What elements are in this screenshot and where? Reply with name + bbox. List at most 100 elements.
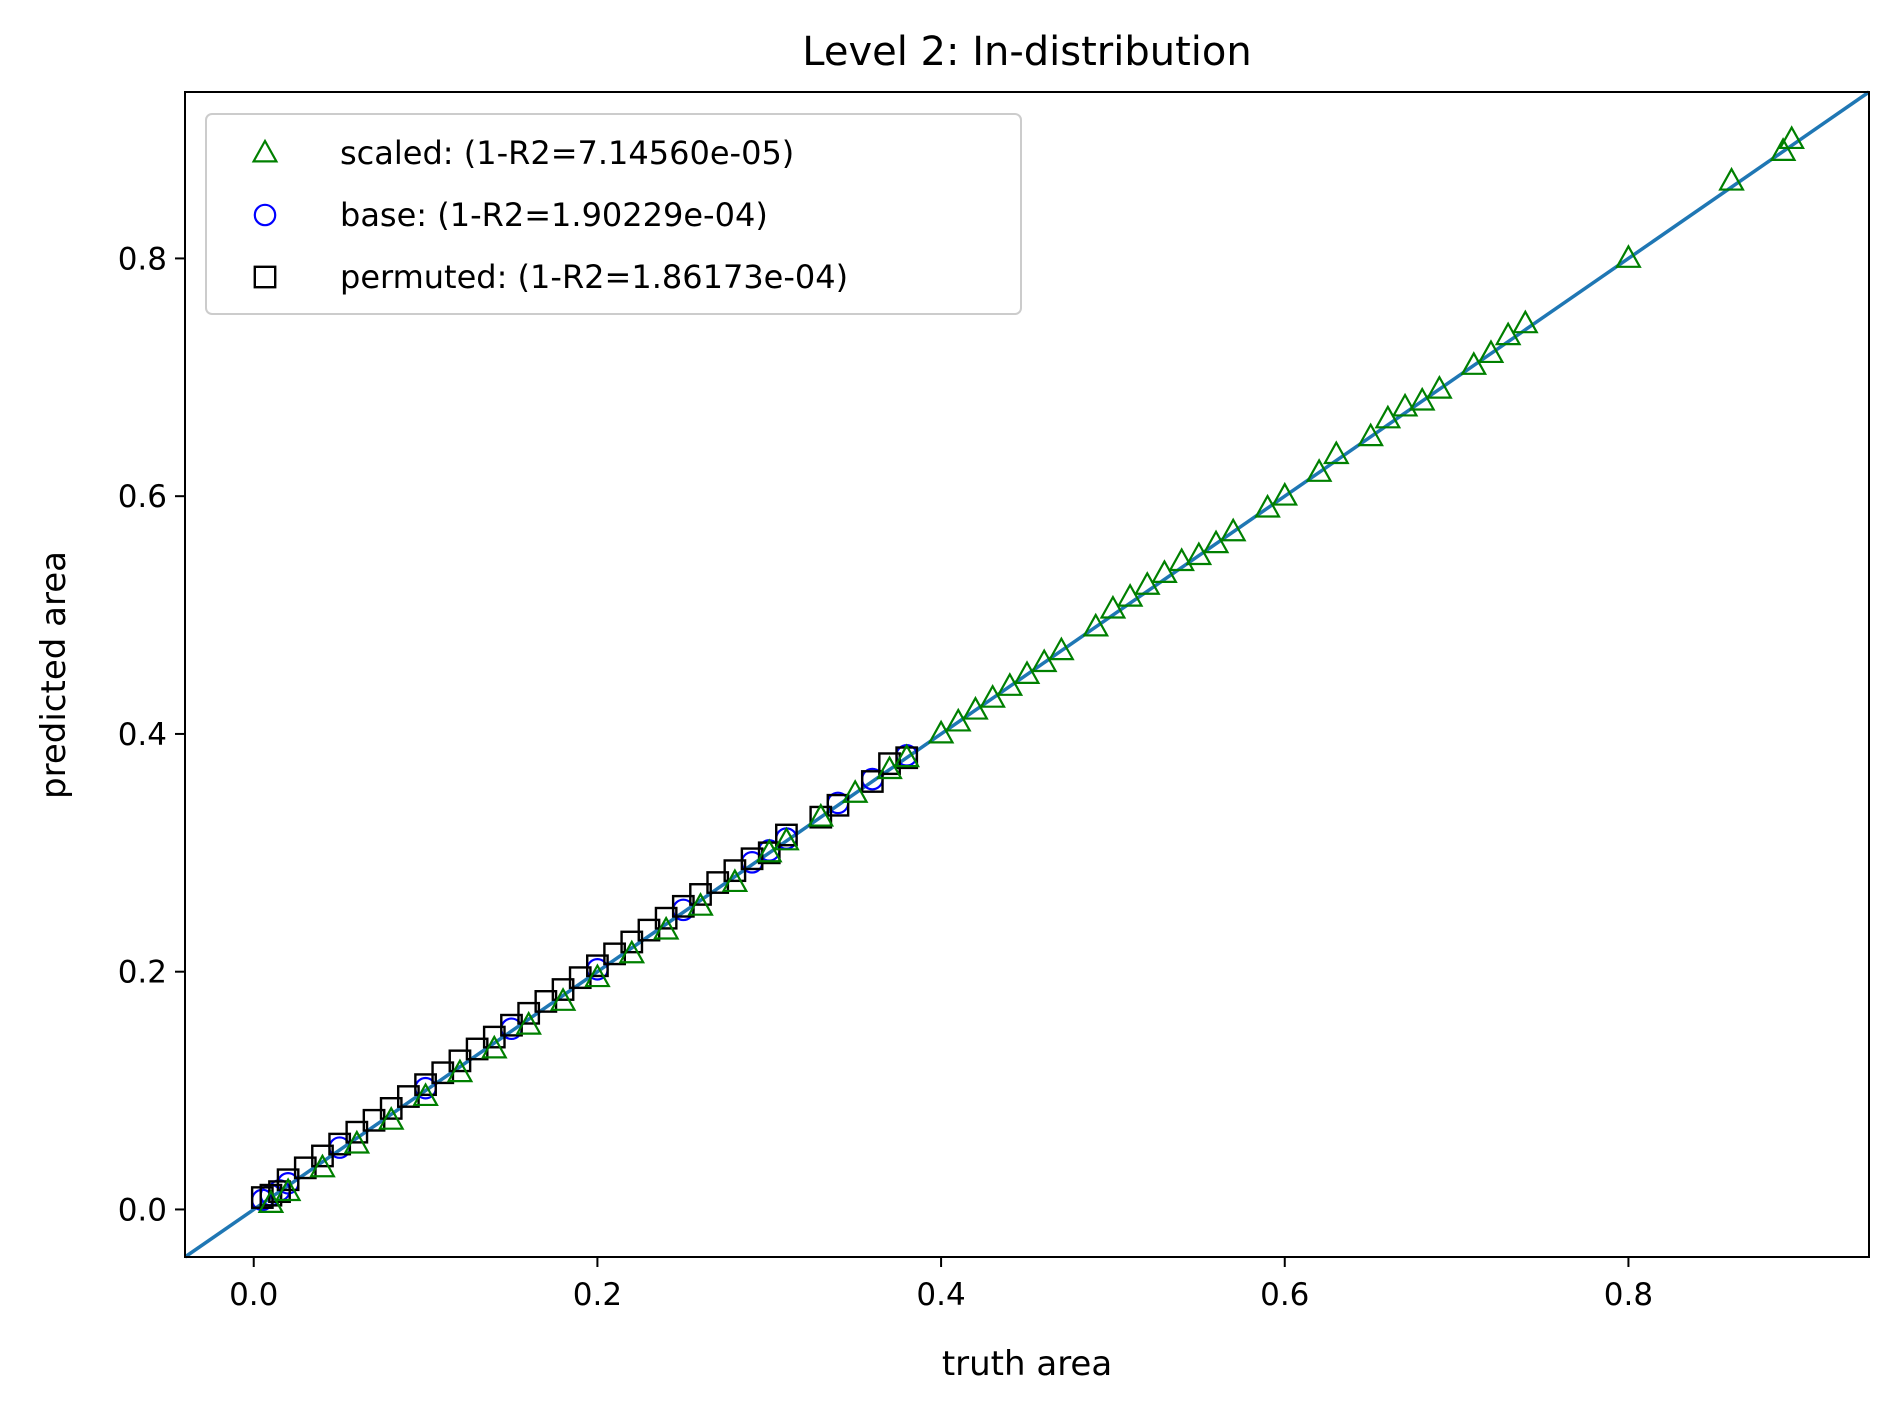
data-point-triangle — [687, 892, 714, 916]
data-point-square — [414, 1073, 437, 1097]
data-point-triangle — [876, 755, 903, 780]
data-point-triangle — [1718, 166, 1745, 191]
data-point-square — [482, 1025, 506, 1049]
legend-label: permuted: (1-R2=1.86173e-04) — [340, 258, 848, 296]
x-axis-label: truth area — [942, 1344, 1112, 1384]
data-point-triangle — [1494, 321, 1522, 346]
data-point-square — [379, 1097, 403, 1120]
data-point-triangle — [1168, 547, 1195, 572]
data-point-triangle — [515, 1010, 542, 1035]
data-point-square — [517, 1001, 541, 1025]
data-point-square — [740, 847, 764, 871]
data-point-square — [345, 1120, 369, 1144]
data-point-square — [775, 823, 798, 847]
data-point-square — [311, 1144, 334, 1168]
legend-item: permuted: (1-R2=1.86173e-04) — [253, 258, 848, 296]
data-point-triangle — [1202, 529, 1230, 554]
data-point-triangle — [1030, 648, 1058, 673]
legend-marker-square — [253, 265, 277, 289]
data-point-triangle — [412, 1082, 439, 1107]
data-point-triangle — [446, 1058, 474, 1083]
data-point-triangle — [1357, 422, 1384, 447]
data-point-square — [448, 1049, 472, 1073]
data-point-triangle — [1254, 493, 1281, 518]
data-point-triangle — [584, 963, 611, 988]
identity-line — [184, 90, 1870, 1259]
data-point-triangle — [1116, 582, 1144, 607]
data-point-square — [689, 883, 712, 906]
data-point-triangle — [1477, 339, 1505, 364]
plot-frame — [184, 91, 1870, 1258]
y-axis-label: predicted area — [34, 551, 74, 799]
data-point-triangle — [1185, 541, 1213, 566]
data-point-triangle — [1391, 392, 1419, 417]
data-point-triangle — [721, 868, 749, 893]
data-point-triangle — [893, 743, 920, 768]
legend-item: scaled: (1-R2=7.14560e-05) — [251, 134, 794, 172]
data-point-triangle — [1082, 612, 1110, 637]
data-point-triangle — [755, 838, 783, 863]
data-point-square — [860, 770, 884, 793]
data-point-square — [276, 1168, 300, 1192]
data-point-triangle — [1778, 125, 1805, 150]
data-point-triangle — [481, 1034, 508, 1059]
data-point-triangle — [1374, 404, 1402, 429]
data-point-square — [826, 793, 850, 817]
data-point-triangle — [773, 826, 800, 851]
x-tick-label: 0.4 — [916, 1277, 965, 1313]
data-point-triangle — [944, 707, 972, 732]
data-point-triangle — [1048, 636, 1075, 661]
y-tick-label: 0.2 — [118, 955, 167, 991]
data-point-triangle — [1151, 559, 1178, 583]
data-point-triangle — [1219, 517, 1247, 542]
legend-box — [205, 113, 1022, 315]
x-tick-label: 0.8 — [1604, 1277, 1653, 1313]
y-tick-label: 0.4 — [118, 717, 167, 753]
data-point-triangle — [841, 779, 869, 803]
legend-item: base: (1-R2=1.90229e-04) — [253, 196, 768, 234]
chart-title: Level 2: In-distribution — [802, 29, 1251, 75]
data-point-triangle — [1512, 309, 1539, 334]
data-point-triangle — [1615, 244, 1642, 268]
data-point-triangle — [257, 1189, 285, 1214]
data-point-triangle — [1134, 571, 1161, 595]
data-point-square — [586, 954, 609, 978]
data-point-triangle — [652, 915, 680, 940]
data-point-square — [654, 906, 678, 930]
y-tick-label: 0.0 — [118, 1192, 167, 1228]
legend: scaled: (1-R2=7.14560e-05) base: (1-R2=1.… — [205, 113, 1022, 315]
data-point-square — [878, 752, 901, 776]
data-point-triangle — [549, 987, 577, 1011]
data-point-square — [259, 1183, 283, 1207]
data-point-triangle — [1305, 458, 1333, 482]
data-point-triangle — [962, 695, 989, 720]
series-triangle — [257, 125, 1805, 1214]
data-point-triangle — [1460, 351, 1488, 375]
legend-marker-triangle — [251, 138, 279, 163]
x-tick-label: 0.0 — [229, 1277, 278, 1313]
data-point-square — [620, 930, 644, 954]
data-point-triangle — [927, 719, 955, 744]
legend-label: base: (1-R2=1.90229e-04) — [340, 196, 768, 234]
data-point-triangle — [1426, 374, 1453, 399]
x-tick-label: 0.2 — [573, 1277, 622, 1313]
data-point-triangle — [1271, 481, 1299, 506]
x-tick-label: 0.6 — [1260, 1277, 1309, 1313]
y-tick-label: 0.8 — [118, 241, 167, 277]
data-point-triangle — [343, 1129, 371, 1154]
data-point-triangle — [1769, 137, 1797, 161]
data-point-triangle — [996, 672, 1024, 696]
legend-marker-circle — [253, 203, 277, 227]
data-point-square — [268, 1180, 291, 1204]
data-point-triangle — [979, 684, 1006, 708]
data-point-square — [723, 859, 747, 883]
data-point-triangle — [1013, 660, 1041, 685]
data-point-square — [551, 978, 575, 1001]
y-tick-label: 0.6 — [118, 479, 167, 515]
data-point-triangle — [1408, 386, 1436, 411]
data-point-triangle — [377, 1106, 405, 1130]
data-point-triangle — [1323, 440, 1350, 465]
data-point-triangle — [807, 802, 835, 827]
data-point-triangle — [309, 1153, 336, 1178]
